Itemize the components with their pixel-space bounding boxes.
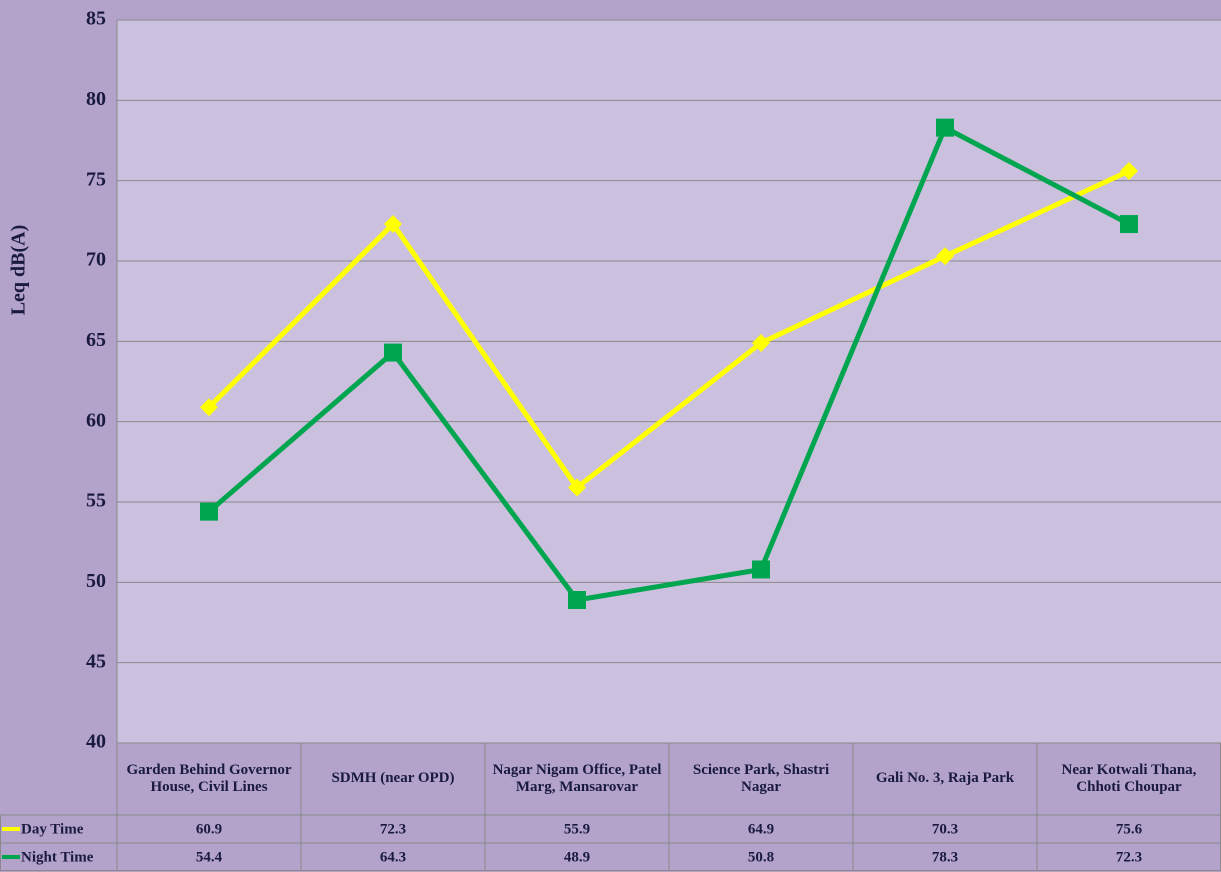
table-value: 64.3 [380,849,406,865]
y-tick-label: 85 [86,8,106,30]
category-label: Gali No. 3, Raja Park [875,770,1015,787]
marker [200,502,218,521]
series-line [207,168,1131,491]
category-label: Near Kotwali Thana, Chhoti Choupar [1061,761,1197,795]
y-tick-label: 55 [86,490,106,512]
category-label-box: Nagar Nigam Office, Patel Marg, Mansarov… [492,761,662,795]
category-label-box: Garden Behind Governor House, Civil Line… [126,761,292,795]
plot-area [117,20,1221,743]
y-tick-label: 60 [86,409,106,431]
category-label-box: Science Park, Shastri Nagar [692,761,830,795]
table-value: 60.9 [196,821,222,837]
table-value: 75.6 [1116,821,1143,837]
table-value: 72.3 [380,821,406,837]
table-value: 72.3 [1116,849,1142,865]
y-tick-label: 70 [86,249,106,271]
marker [384,215,402,234]
marker [936,118,954,137]
legend-label: Night Time [21,849,94,865]
marker [752,560,770,579]
marker [568,591,586,610]
table-value: 55.9 [564,821,590,837]
y-tick-label: 80 [86,88,106,110]
marker [1120,215,1138,234]
y-tick-label: 75 [86,168,106,190]
marker [568,478,586,497]
marker [200,398,218,417]
y-tick-label: 40 [86,731,106,753]
marker [1120,162,1138,181]
category-label: SDMH (near OPD) [331,770,455,787]
category-label-box: Gali No. 3, Raja Park [875,770,1015,787]
category-label: Nagar Nigam Office, Patel Marg, Mansarov… [492,761,662,795]
table-value: 78.3 [932,849,958,865]
marker [936,247,954,266]
table-value: 50.8 [748,849,774,865]
y-axis-label: Leq dB(A) [8,225,30,316]
y-tick-label: 65 [86,329,106,351]
marker [384,343,402,362]
table-value: 48.9 [564,849,590,865]
category-label-box: Near Kotwali Thana, Chhoti Choupar [1061,761,1197,795]
table-value: 70.3 [932,821,958,837]
series-line [207,125,1131,603]
table-value: 54.4 [196,849,223,865]
y-tick-label: 50 [86,570,106,592]
category-label: Science Park, Shastri Nagar [692,761,830,795]
marker [752,333,770,352]
table-value: 64.9 [748,821,774,837]
y-tick-label: 45 [86,650,106,672]
category-label-box: SDMH (near OPD) [331,770,455,787]
category-label: Garden Behind Governor House, Civil Line… [126,761,292,795]
legend-label: Day Time [21,821,84,837]
